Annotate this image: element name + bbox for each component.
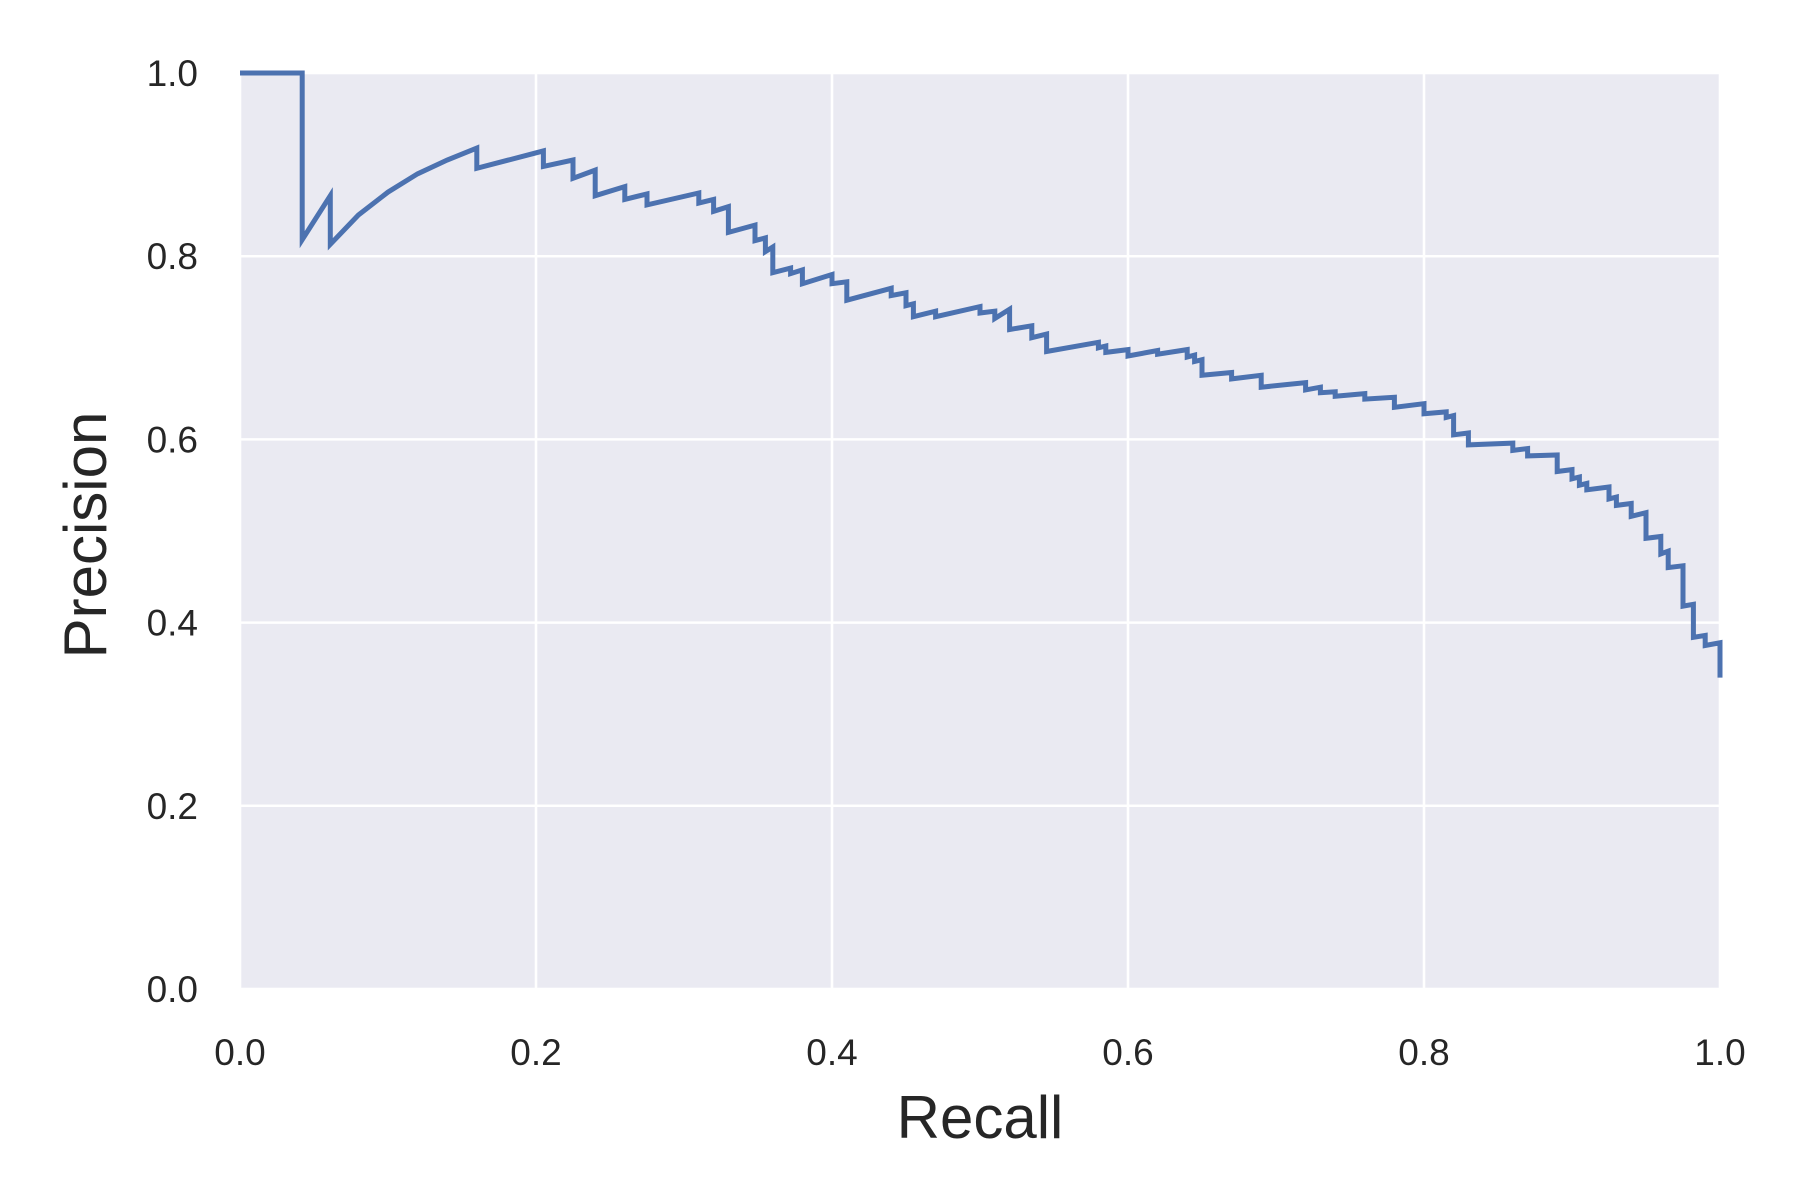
x-tick-label: 1.0 (1694, 1032, 1745, 1073)
tick-labels: 0.0 0.2 0.4 0.6 0.8 1.0 0.0 0.2 0.4 0.6 0.8 1.0 (147, 53, 1746, 1073)
x-tick-label: 0.6 (1102, 1032, 1153, 1073)
grid-lines (238, 71, 1722, 991)
y-tick-label: 0.8 (147, 236, 198, 277)
y-tick-label: 1.0 (147, 53, 198, 94)
x-axis-label: Recall (897, 1084, 1064, 1151)
x-tick-label: 0.4 (806, 1032, 857, 1073)
y-axis-label: Precision (52, 412, 119, 659)
x-tick-label: 0.0 (214, 1032, 265, 1073)
plot-background (240, 73, 1720, 989)
precision-recall-curve (240, 70, 1723, 678)
series-layer (240, 70, 1723, 678)
x-tick-label: 0.8 (1398, 1032, 1449, 1073)
x-tick-label: 0.2 (510, 1032, 561, 1073)
y-tick-label: 0.2 (147, 786, 198, 827)
y-tick-label: 0.0 (147, 969, 198, 1010)
y-tick-label: 0.6 (147, 419, 198, 460)
y-tick-label: 0.4 (147, 603, 198, 644)
